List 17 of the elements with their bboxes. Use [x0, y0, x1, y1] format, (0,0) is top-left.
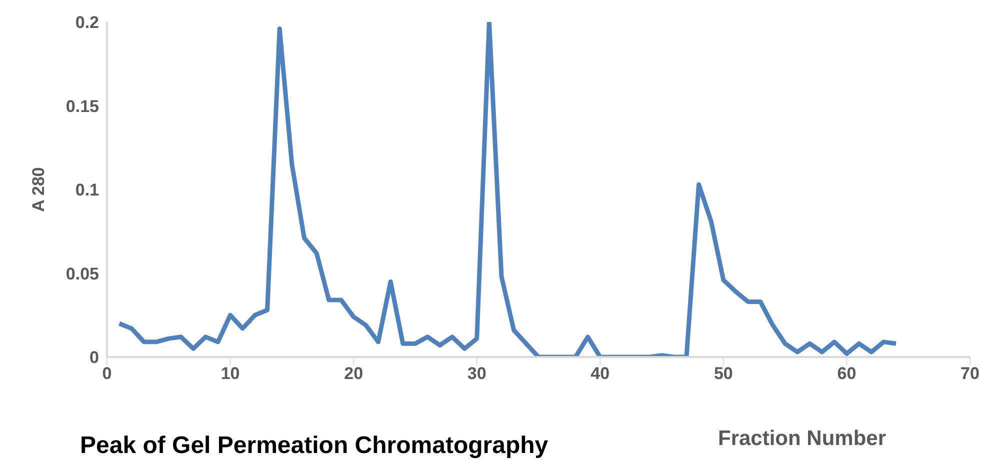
- y-tick-label: 0.15: [66, 96, 99, 116]
- x-tick-label: 20: [344, 364, 364, 384]
- x-tick-label: 30: [467, 364, 486, 384]
- x-tick-label: 50: [714, 364, 733, 384]
- y-tick-label: 0.2: [75, 13, 99, 32]
- y-axis-title: A 280: [29, 167, 48, 212]
- y-tick-label: 0: [90, 348, 99, 368]
- x-tick-label: 10: [220, 364, 240, 384]
- x-tick-label: 40: [590, 364, 610, 384]
- line-series: [117, 22, 898, 357]
- text: Peak of Gel Permeation Chromatography: [80, 432, 548, 460]
- y-tick-label: 0.1: [75, 180, 99, 200]
- x-tick-label: 60: [837, 364, 856, 384]
- x-tick-label: 0: [102, 364, 112, 384]
- x-axis-title: Fraction Number: [718, 427, 886, 451]
- x-tick-label: 70: [960, 364, 980, 384]
- y-tick-label: 0.05: [66, 264, 99, 284]
